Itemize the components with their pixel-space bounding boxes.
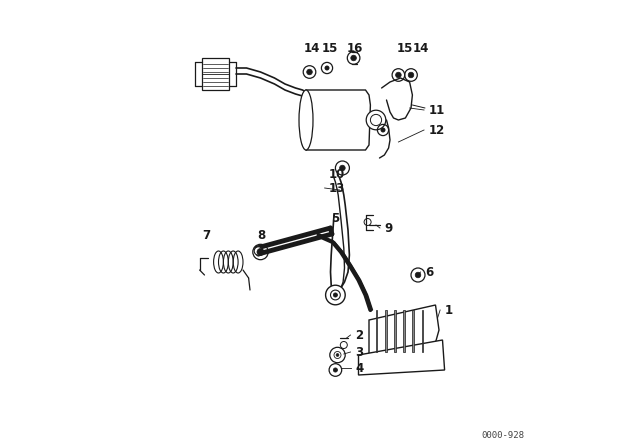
Polygon shape	[369, 305, 439, 355]
Text: 12: 12	[429, 124, 445, 137]
Polygon shape	[403, 310, 404, 352]
Text: 14: 14	[412, 42, 429, 55]
Circle shape	[326, 285, 345, 305]
Circle shape	[366, 110, 386, 130]
Circle shape	[333, 293, 337, 297]
Circle shape	[254, 247, 262, 255]
Ellipse shape	[299, 90, 313, 150]
Polygon shape	[202, 58, 229, 90]
Text: 4: 4	[355, 362, 364, 375]
Circle shape	[408, 72, 414, 78]
Text: 10: 10	[329, 168, 346, 181]
Text: 5: 5	[332, 211, 339, 224]
Text: 0000-928: 0000-928	[481, 431, 524, 439]
Text: 15: 15	[321, 42, 338, 55]
Circle shape	[257, 249, 264, 255]
Circle shape	[336, 353, 339, 357]
Text: 8: 8	[257, 228, 265, 241]
Circle shape	[396, 72, 401, 78]
Circle shape	[415, 272, 421, 278]
Text: 7: 7	[202, 228, 211, 241]
Polygon shape	[376, 310, 378, 352]
Text: 3: 3	[355, 345, 363, 358]
Text: 6: 6	[425, 266, 433, 279]
Text: 14: 14	[303, 42, 319, 55]
Text: 11: 11	[429, 103, 445, 116]
Polygon shape	[301, 90, 371, 150]
Circle shape	[340, 165, 345, 171]
Text: 9: 9	[385, 221, 393, 234]
Polygon shape	[394, 310, 396, 352]
Circle shape	[351, 55, 356, 61]
Polygon shape	[358, 340, 445, 375]
Polygon shape	[412, 310, 414, 352]
Polygon shape	[385, 310, 387, 352]
Circle shape	[325, 66, 329, 70]
Circle shape	[381, 128, 385, 132]
Text: 13: 13	[329, 181, 346, 194]
Text: 15: 15	[397, 42, 413, 55]
Text: 1: 1	[445, 303, 452, 316]
Circle shape	[307, 69, 312, 75]
Text: 16: 16	[347, 42, 363, 55]
Polygon shape	[422, 310, 423, 352]
Text: 2: 2	[355, 328, 363, 341]
Circle shape	[333, 368, 337, 372]
